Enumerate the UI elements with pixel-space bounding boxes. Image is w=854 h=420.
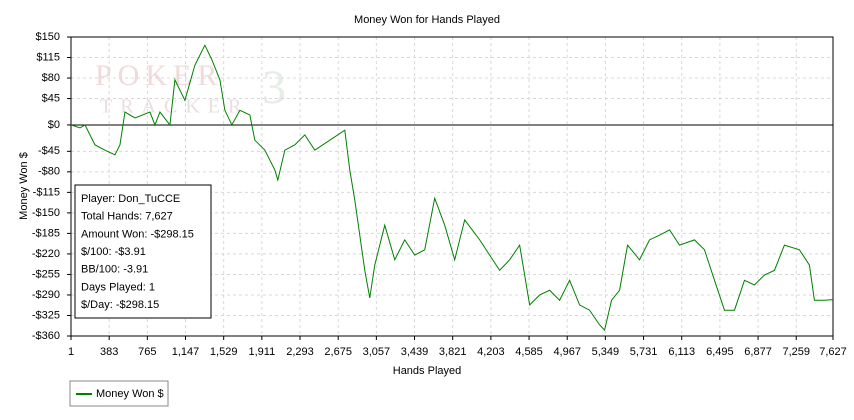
y-axis-label: Money Won $ [18, 152, 30, 220]
info-line: Total Hands: 7,627 [81, 211, 173, 223]
x-tick-label: 7,259 [782, 346, 810, 358]
info-line: $/Day: -$298.15 [81, 299, 159, 311]
x-tick-label: 383 [100, 346, 118, 358]
legend-box [69, 380, 169, 407]
y-tick-label: -$360 [32, 330, 60, 342]
x-tick-label: 3,057 [363, 346, 391, 358]
y-tick-label: -$80 [38, 166, 60, 178]
info-box [74, 184, 212, 319]
x-tick-label: 5,731 [630, 346, 658, 358]
y-tick-label: -$325 [32, 309, 60, 321]
x-tick-label: 7,627 [819, 346, 847, 358]
watermark: TRACKER [100, 96, 249, 118]
x-tick-label: 2,293 [286, 346, 314, 358]
x-tick-label: 1,529 [210, 346, 238, 358]
info-line: Player: Don_TuCCE [81, 193, 180, 205]
y-tick-label: $150 [36, 31, 60, 43]
y-tick-label: $80 [42, 72, 60, 84]
chart-title: Money Won for Hands Played [354, 14, 500, 26]
x-tick-label: 1,911 [248, 346, 275, 358]
x-tick-label: 765 [138, 346, 156, 358]
y-tick-label: $45 [42, 92, 60, 104]
x-tick-label: 3,439 [401, 346, 429, 358]
y-tick-label: -$290 [32, 289, 60, 301]
info-line: $/100: -$3.91 [81, 246, 146, 258]
x-tick-label: 1 [68, 346, 74, 358]
y-tick-label: $0 [48, 119, 60, 131]
watermark: POKER [95, 59, 223, 92]
x-tick-label: 6,877 [744, 346, 772, 358]
x-tick-label: 6,495 [706, 346, 734, 358]
y-tick-label: -$220 [32, 248, 60, 260]
y-tick-label: -$255 [32, 268, 60, 280]
info-line: Days Played: 1 [81, 281, 155, 293]
x-tick-label: 2,675 [324, 346, 352, 358]
x-tick-label: 5,349 [592, 346, 620, 358]
money-line [70, 44, 834, 332]
y-tick-label: $115 [36, 51, 60, 63]
x-tick-label: 6,113 [668, 346, 695, 358]
legend-label: Money Won $ [96, 388, 164, 400]
y-tick-label: -$150 [32, 207, 60, 219]
y-tick-label: -$185 [32, 227, 60, 239]
x-axis-label: Hands Played [393, 365, 462, 377]
x-tick-label: 1,147 [172, 346, 200, 358]
x-tick-label: 4,585 [515, 346, 543, 358]
x-tick-label: 3,821 [439, 346, 467, 358]
x-tick-label: 4,967 [553, 346, 581, 358]
plot-frame [70, 36, 834, 337]
info-line: Amount Won: -$298.15 [81, 228, 194, 240]
x-tick-label: 4,203 [477, 346, 505, 358]
y-tick-label: -$45 [38, 145, 60, 157]
info-line: BB/100: -3.91 [81, 264, 148, 276]
y-tick-label: -$115 [33, 186, 60, 198]
watermark: 3 [262, 61, 286, 114]
